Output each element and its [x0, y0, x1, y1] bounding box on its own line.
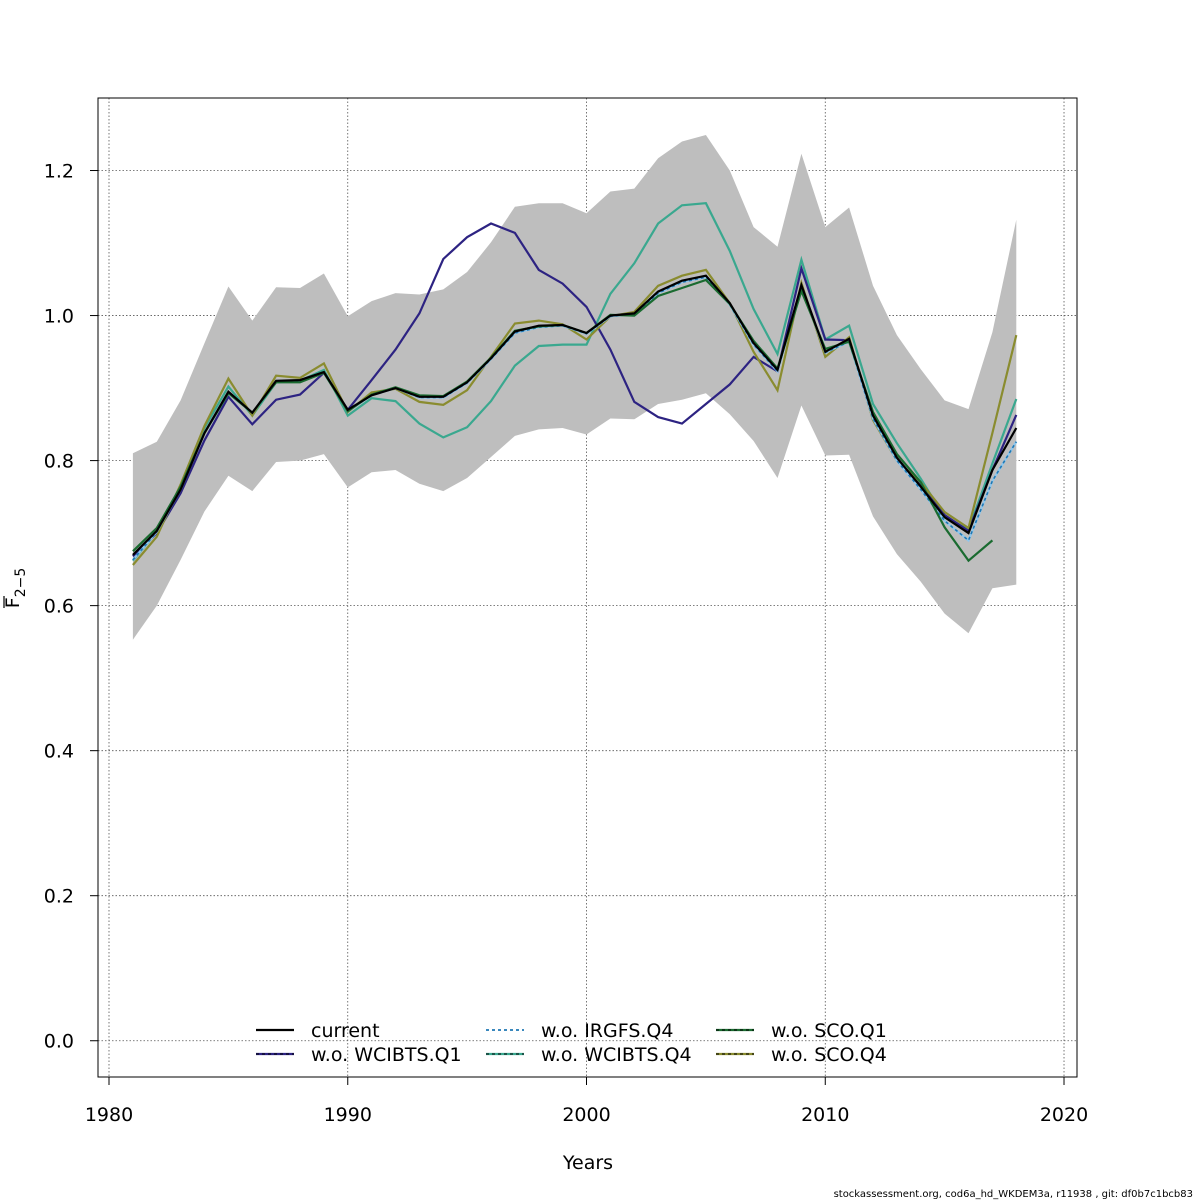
y-tick-label: 0.4 [44, 741, 74, 763]
confidence-band-layer [132, 135, 1017, 640]
x-tick-label: 2020 [1040, 1104, 1088, 1126]
legend-label: current [311, 1020, 380, 1042]
series-line-current-dash [132, 274, 1017, 556]
legend-label: w.o. SCO.Q4 [771, 1044, 887, 1066]
y-tick-label: 0.8 [44, 451, 74, 473]
y-tick-label: 1.2 [44, 161, 74, 183]
x-tick-label: 1990 [324, 1104, 372, 1126]
y-axis-title-subscript: 2−5 [13, 568, 29, 598]
x-tick-label: 2010 [801, 1104, 849, 1126]
legend-label: w.o. SCO.Q1 [771, 1020, 887, 1042]
x-axis-title: Years [562, 1152, 613, 1174]
y-axis: 0.0 0.2 0.4 0.6 0.8 1.0 1.2 [44, 161, 99, 1053]
y-tick-label: 0.0 [44, 1031, 74, 1053]
y-axis-title-letter: F [2, 597, 24, 608]
y-tick-label: 1.0 [44, 306, 74, 328]
footer-credit: stockassessment.org, cod6a_hd_WKDEM3a, r… [834, 1189, 1193, 1200]
legend-label: w.o. WCIBTS.Q4 [541, 1044, 692, 1066]
y-axis-title-main: F2−5 [2, 568, 29, 608]
legend-label: w.o. WCIBTS.Q1 [311, 1044, 462, 1066]
y-tick-label: 0.2 [44, 886, 74, 908]
series-layer [132, 202, 1018, 566]
y-axis-title: F2−5 [2, 568, 29, 608]
x-tick-label: 2000 [562, 1104, 610, 1126]
confidence-band [132, 135, 1017, 640]
legend-label: w.o. IRGFS.Q4 [541, 1020, 673, 1042]
y-tick-label: 0.6 [44, 596, 74, 618]
x-axis: 1980 1990 2000 2010 2020 [85, 1076, 1088, 1126]
x-tick-label: 1980 [85, 1104, 133, 1126]
